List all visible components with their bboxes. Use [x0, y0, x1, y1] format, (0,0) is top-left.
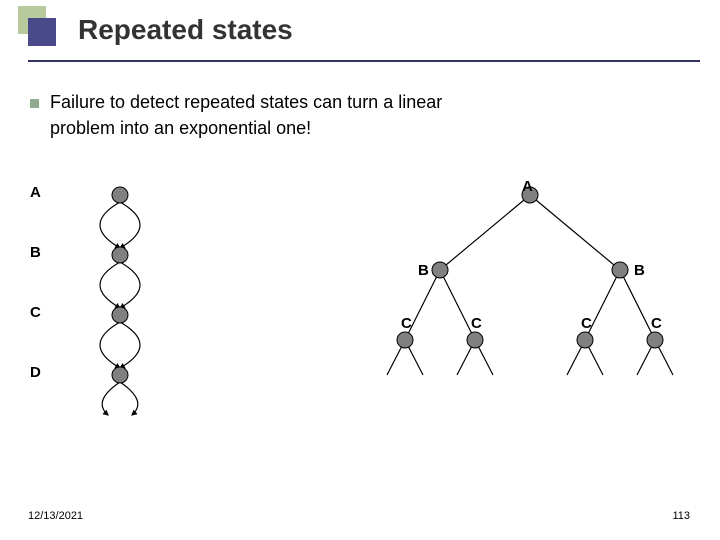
svg-text:C: C — [581, 315, 592, 332]
slide-header: Repeated states — [0, 0, 720, 70]
bullet-icon — [30, 99, 39, 108]
right-diagram: A B B C C C C — [370, 180, 700, 440]
svg-text:C: C — [471, 315, 482, 332]
svg-text:C: C — [30, 304, 41, 321]
svg-text:A: A — [30, 184, 41, 201]
slide-title: Repeated states — [78, 14, 293, 46]
svg-text:B: B — [418, 262, 429, 279]
svg-text:A: A — [522, 180, 533, 195]
svg-text:B: B — [30, 244, 41, 261]
footer-page: 113 — [672, 510, 690, 522]
left-diagram: A B C D — [30, 180, 210, 440]
body-line-2: problem into an exponential one! — [50, 116, 311, 141]
svg-text:B: B — [634, 262, 645, 279]
svg-text:C: C — [651, 315, 662, 332]
svg-text:D: D — [30, 364, 41, 381]
footer-date: 12/13/2021 — [28, 510, 83, 522]
header-decoration — [0, 0, 60, 60]
body-line-1: Failure to detect repeated states can tu… — [50, 90, 442, 115]
svg-text:C: C — [401, 315, 412, 332]
header-underline — [28, 60, 700, 62]
